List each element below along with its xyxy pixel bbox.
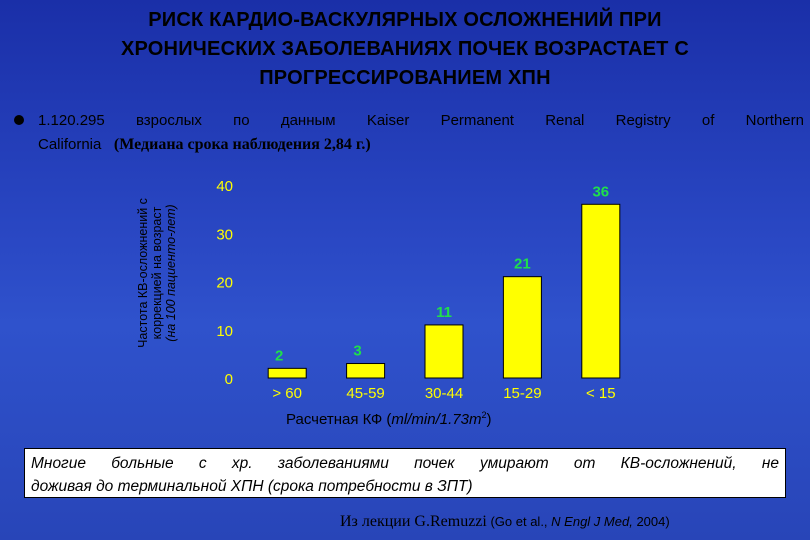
bullet-word: Permanent <box>440 112 514 129</box>
title-line-3: ПРОГРЕССИРОВАНИЕМ ХПН <box>259 67 551 89</box>
bullet-dot-icon <box>14 115 24 125</box>
conclusion-box: Многие больные с хр. заболеваниями почек… <box>24 448 786 498</box>
x-tick-label: < 15 <box>586 385 616 402</box>
bullet-word: Northern <box>745 112 804 129</box>
bullet-followup: (Медиана срока наблюдения 2,84 г.) <box>113 136 371 153</box>
y-tick-label: 0 <box>225 371 233 388</box>
lecture-credit: Из лекции G.Remuzzi <box>340 513 487 530</box>
x-tick-label: 15-29 <box>503 385 541 402</box>
bar <box>267 367 307 379</box>
x-tick-label: 45-59 <box>346 385 384 402</box>
bullet-word: взрослых <box>135 112 202 129</box>
y-tick-label: 40 <box>216 178 233 195</box>
bullet-word: Kaiser <box>366 112 410 129</box>
x-axis-label-end: ) <box>486 411 492 428</box>
x-tick-label: > 60 <box>272 385 302 402</box>
bar <box>346 363 386 379</box>
y-tick-label: 30 <box>216 226 233 243</box>
bullet-word: 1.120.295 <box>38 112 105 129</box>
y-tick-label: 20 <box>216 275 233 292</box>
data-label: 21 <box>514 256 531 273</box>
data-label: 11 <box>436 304 452 321</box>
title-line-1: РИСК КАРДИО-ВАСКУЛЯРНЫХ ОСЛОЖНЕНИЙ ПРИ <box>148 9 662 31</box>
bar <box>424 324 464 379</box>
bullet-word: по <box>233 112 250 129</box>
bar <box>581 203 621 379</box>
title-line-2: ХРОНИЧЕСКИХ ЗАБОЛЕВАНИЯХ ПОЧЕК ВОЗРАСТАЕ… <box>120 38 689 60</box>
source-citation: Из лекции G.Remuzzi (Go et al., N Engl J… <box>340 513 670 531</box>
y-tick-label: 10 <box>216 323 233 340</box>
bullet-word: данным <box>280 112 336 129</box>
bullet-word: of <box>701 112 715 129</box>
bullet-word: Registry <box>615 112 671 129</box>
conclusion-line-1: Многие больные с хр. заболеваниями почек… <box>31 455 779 472</box>
data-label: 3 <box>353 343 361 360</box>
data-label: 2 <box>275 347 283 364</box>
slide-title: РИСК КАРДИО-ВАСКУЛЯРНЫХ ОСЛОЖНЕНИЙ ПРИ Х… <box>40 6 770 93</box>
bullet-line-2: California (Медиана срока наблюдения 2,8… <box>38 134 371 156</box>
x-axis-label-main: Расчетная КФ ( <box>286 411 392 428</box>
x-axis-label-sup: 2 <box>481 410 487 420</box>
bullet-word: Renal <box>545 112 585 129</box>
x-tick-label: 30-44 <box>425 385 463 402</box>
reference-close: 2004) <box>636 514 670 529</box>
conclusion-line-2: доживая до терминальной ХПН (срока потре… <box>31 478 473 495</box>
journal-name: N Engl J Med, <box>551 514 633 529</box>
bar <box>502 276 542 379</box>
x-axis-label-units: ml/min/1.73m <box>391 411 482 428</box>
x-axis-label: Расчетная КФ (ml/min/1.73m2) <box>286 410 491 428</box>
bullet-line-1: 1.120.295 взрослых по данным Kaiser Permanent… <box>38 110 804 132</box>
bullet-location: California <box>38 136 102 153</box>
data-label: 36 <box>592 183 609 200</box>
reference-open: (Go et al., <box>490 514 548 529</box>
